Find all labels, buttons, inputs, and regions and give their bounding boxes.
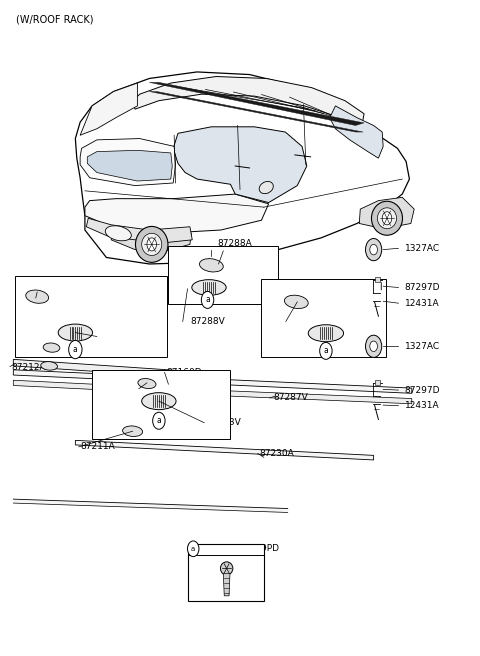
Text: 87287A: 87287A <box>288 317 323 326</box>
Ellipse shape <box>259 182 273 194</box>
Circle shape <box>320 342 332 359</box>
Polygon shape <box>111 232 192 251</box>
Ellipse shape <box>142 393 176 409</box>
Ellipse shape <box>220 562 233 575</box>
Text: 87287V: 87287V <box>274 394 308 402</box>
FancyBboxPatch shape <box>375 380 380 386</box>
Ellipse shape <box>43 343 60 352</box>
Text: 12431A: 12431A <box>405 401 439 410</box>
Text: 87230A: 87230A <box>259 449 294 458</box>
Ellipse shape <box>285 295 308 308</box>
FancyBboxPatch shape <box>168 246 278 304</box>
FancyBboxPatch shape <box>188 544 264 601</box>
Text: a: a <box>191 546 195 552</box>
Text: a: a <box>324 346 328 356</box>
Ellipse shape <box>26 290 48 303</box>
Circle shape <box>153 412 165 429</box>
Polygon shape <box>223 573 230 596</box>
Circle shape <box>382 212 392 225</box>
Text: 87297D: 87297D <box>405 386 440 394</box>
Text: 1327AC: 1327AC <box>405 244 440 253</box>
Ellipse shape <box>122 426 143 436</box>
Circle shape <box>365 239 382 260</box>
Ellipse shape <box>142 234 162 255</box>
Circle shape <box>370 245 377 255</box>
Text: 87283V: 87283V <box>206 419 241 427</box>
Text: 87284V: 87284V <box>99 332 134 341</box>
Polygon shape <box>13 370 412 394</box>
Polygon shape <box>132 77 364 127</box>
Text: 87160D: 87160D <box>166 368 202 377</box>
Polygon shape <box>85 194 269 234</box>
Text: 87211A: 87211A <box>80 442 115 451</box>
Polygon shape <box>360 197 414 229</box>
Text: 87286A: 87286A <box>41 286 76 295</box>
Text: 87288V: 87288V <box>190 317 225 326</box>
Circle shape <box>201 291 214 308</box>
Circle shape <box>188 541 199 557</box>
Circle shape <box>365 335 382 358</box>
FancyBboxPatch shape <box>92 371 230 439</box>
Circle shape <box>370 341 377 352</box>
Text: a: a <box>205 295 210 304</box>
Ellipse shape <box>192 279 226 295</box>
Text: a: a <box>73 345 78 354</box>
Ellipse shape <box>377 208 396 229</box>
FancyBboxPatch shape <box>15 276 168 358</box>
Circle shape <box>147 238 156 251</box>
Polygon shape <box>80 138 176 186</box>
Ellipse shape <box>105 226 132 241</box>
Text: 87212A: 87212A <box>11 363 46 372</box>
Polygon shape <box>75 72 409 264</box>
Text: a: a <box>156 417 161 425</box>
Ellipse shape <box>135 226 168 262</box>
Polygon shape <box>330 106 383 158</box>
Text: (W/ROOF RACK): (W/ROOF RACK) <box>16 14 93 24</box>
FancyBboxPatch shape <box>262 279 385 358</box>
Polygon shape <box>13 380 226 396</box>
Polygon shape <box>87 150 172 181</box>
Polygon shape <box>13 359 206 379</box>
Text: 1327AC: 1327AC <box>405 342 440 351</box>
Ellipse shape <box>200 258 223 272</box>
Circle shape <box>69 340 82 359</box>
Ellipse shape <box>138 379 156 388</box>
Ellipse shape <box>308 325 344 342</box>
Polygon shape <box>149 83 364 125</box>
Text: 87297D: 87297D <box>405 283 440 292</box>
Polygon shape <box>80 83 137 135</box>
Text: 1249PD: 1249PD <box>245 544 280 553</box>
Polygon shape <box>226 391 412 404</box>
Ellipse shape <box>372 201 403 236</box>
Polygon shape <box>86 218 192 243</box>
Polygon shape <box>149 92 363 132</box>
Ellipse shape <box>41 361 58 370</box>
Text: 87285A: 87285A <box>140 386 175 394</box>
Ellipse shape <box>58 324 93 341</box>
Text: 12431A: 12431A <box>405 298 439 308</box>
Text: 87288A: 87288A <box>218 239 252 249</box>
Polygon shape <box>75 440 373 460</box>
Polygon shape <box>173 127 307 203</box>
FancyBboxPatch shape <box>375 277 380 282</box>
